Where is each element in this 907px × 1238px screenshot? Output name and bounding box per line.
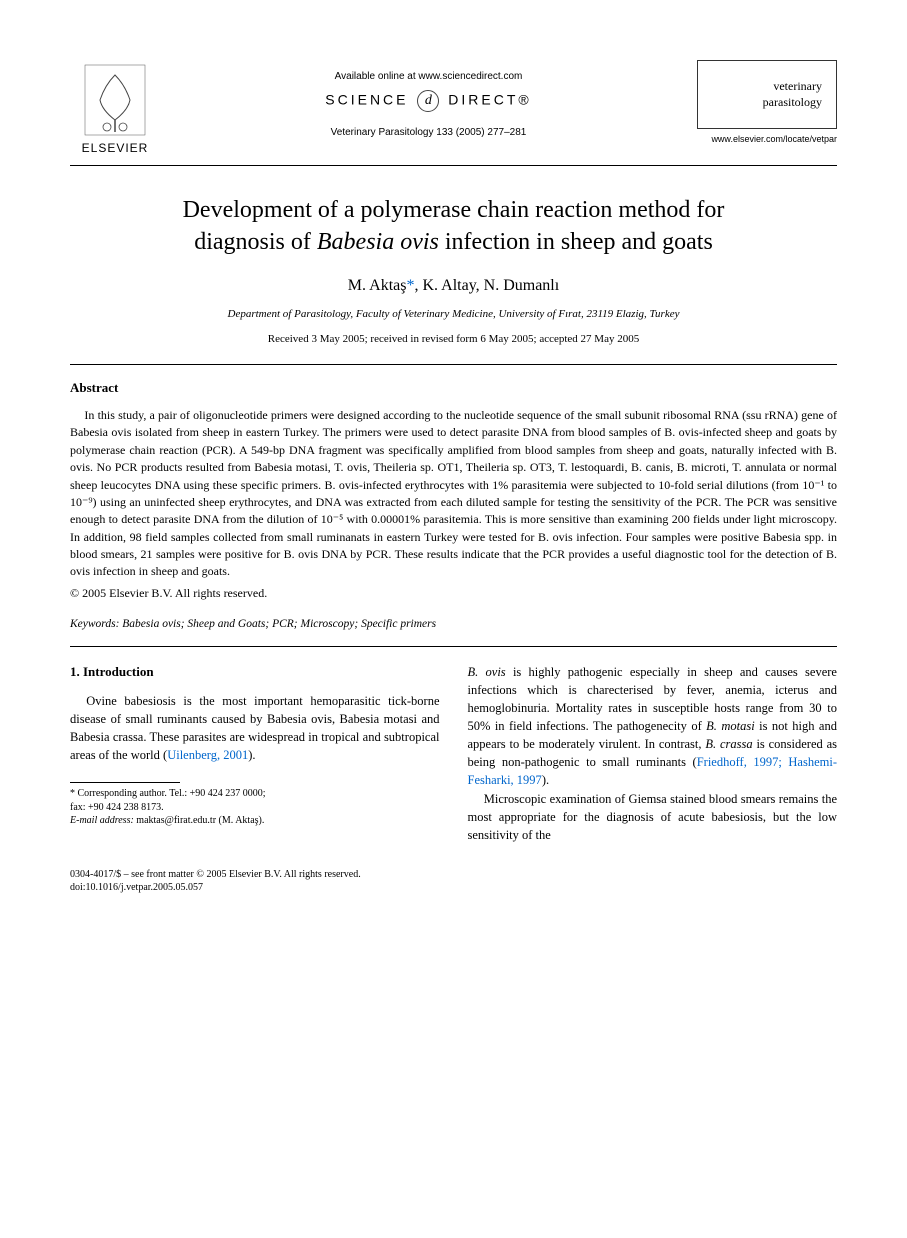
authors: M. Aktaş*, K. Altay, N. Dumanlı: [70, 275, 837, 297]
science-text: SCIENCE: [325, 92, 408, 108]
r1-i3: B. crassa: [705, 737, 752, 751]
r1-i1: B. ovis: [468, 665, 506, 679]
footer-line1: 0304-4017/$ – see front matter © 2005 El…: [70, 868, 837, 882]
intro-para-right-2: Microscopic examination of Giemsa staine…: [468, 790, 838, 844]
corresponding-footnote: * Corresponding author. Tel.: +90 424 23…: [70, 787, 440, 828]
journal-line1: veterinary: [712, 79, 822, 95]
elsevier-label: ELSEVIER: [82, 140, 149, 157]
footnote-fax: fax: +90 424 238 8173.: [70, 801, 440, 815]
r1-i2: B. motasi: [706, 719, 755, 733]
title-line1: Development of a polymerase chain reacti…: [183, 197, 725, 223]
citation-text: Veterinary Parasitology 133 (2005) 277–2…: [160, 126, 697, 140]
intro-heading: 1. Introduction: [70, 663, 440, 682]
intro-para-left: Ovine babesiosis is the most important h…: [70, 692, 440, 765]
article-title: Development of a polymerase chain reacti…: [70, 194, 837, 259]
email-value[interactable]: maktas@firat.edu.tr (M. Aktaş).: [134, 815, 265, 826]
abstract-body: In this study, a pair of oligonucleotide…: [70, 407, 837, 581]
authors-rest: , K. Altay, N. Dumanlı: [414, 277, 559, 294]
affiliation: Department of Parasitology, Faculty of V…: [70, 307, 837, 322]
title-species: Babesia ovis: [317, 229, 439, 255]
sd-d-icon: d: [417, 90, 439, 112]
abstract-text: In this study, a pair of oligonucleotide…: [70, 408, 837, 579]
footnote-corr: * Corresponding author. Tel.: +90 424 23…: [70, 787, 440, 801]
journal-line2: parasitology: [712, 95, 822, 111]
rule-mid2: [70, 646, 837, 647]
elsevier-tree-icon: [80, 60, 150, 140]
rule-mid1: [70, 364, 837, 365]
rule-top: [70, 165, 837, 166]
available-online-text: Available online at www.sciencedirect.co…: [160, 70, 697, 84]
journal-header: ELSEVIER Available online at www.science…: [70, 60, 837, 157]
footnote-separator: [70, 782, 180, 783]
intro-para-right-1: B. ovis is highly pathogenic especially …: [468, 663, 838, 790]
author-1: M. Aktaş: [348, 277, 407, 294]
abstract-heading: Abstract: [70, 379, 837, 397]
footnote-email: E-mail address: maktas@firat.edu.tr (M. …: [70, 814, 440, 828]
r1-d: ).: [542, 773, 549, 787]
intro-left-post: ).: [248, 748, 255, 762]
keywords-label: Keywords:: [70, 618, 119, 630]
header-right: veterinary parasitology www.elsevier.com…: [697, 60, 837, 146]
elsevier-logo: ELSEVIER: [70, 60, 160, 157]
footer-doi: doi:10.1016/j.vetpar.2005.05.057: [70, 881, 837, 895]
sciencedirect-logo: SCIENCE d DIRECT®: [160, 90, 697, 112]
ref-uilenberg[interactable]: Uilenberg, 2001: [167, 748, 248, 762]
direct-text: DIRECT®: [448, 92, 531, 108]
body-columns: 1. Introduction Ovine babesiosis is the …: [70, 663, 837, 844]
keywords: Keywords: Babesia ovis; Sheep and Goats;…: [70, 616, 837, 632]
left-column: 1. Introduction Ovine babesiosis is the …: [70, 663, 440, 844]
journal-title-box: veterinary parasitology: [697, 60, 837, 129]
title-line2-pre: diagnosis of: [194, 229, 317, 255]
right-column: B. ovis is highly pathogenic especially …: [468, 663, 838, 844]
title-line2-post: infection in sheep and goats: [439, 229, 713, 255]
copyright: © 2005 Elsevier B.V. All rights reserved…: [70, 585, 837, 602]
article-dates: Received 3 May 2005; received in revised…: [70, 332, 837, 347]
page-footer: 0304-4017/$ – see front matter © 2005 El…: [70, 868, 837, 895]
journal-link[interactable]: www.elsevier.com/locate/vetpar: [697, 133, 837, 146]
keywords-text: Babesia ovis; Sheep and Goats; PCR; Micr…: [119, 618, 436, 630]
email-label: E-mail address:: [70, 815, 134, 826]
header-center: Available online at www.sciencedirect.co…: [160, 60, 697, 140]
